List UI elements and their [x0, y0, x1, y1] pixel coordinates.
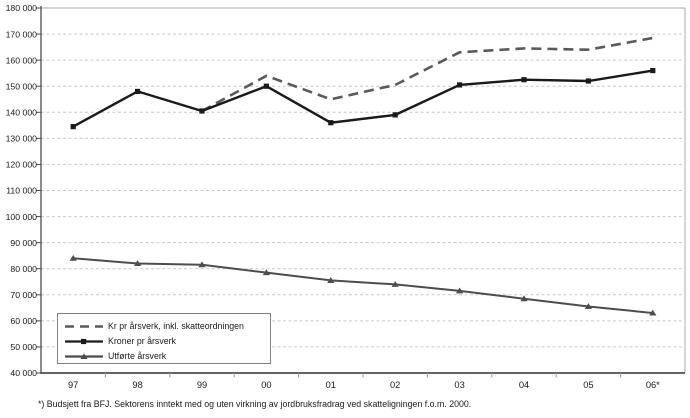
marker-square: [328, 120, 334, 126]
x-axis-label: 02: [390, 380, 400, 390]
legend-label: Utførte årsverk: [108, 351, 167, 361]
y-axis-label: 80 000: [10, 264, 37, 274]
marker-square: [521, 77, 527, 83]
marker-triangle: [391, 280, 399, 287]
marker-square: [70, 124, 76, 130]
x-axis-label: 99: [197, 380, 207, 390]
x-axis-label: 05: [583, 380, 593, 390]
series-line-1: [72, 69, 653, 128]
solid-line-square-icon: [65, 338, 103, 345]
legend-label: Kr pr årsverk, inkl. skatteordningen: [108, 321, 244, 331]
dashed-line-icon: [65, 325, 103, 328]
x-axis-label: 01: [326, 380, 336, 390]
y-axis-label: 130 000: [6, 134, 38, 144]
y-axis-label: 150 000: [6, 81, 38, 91]
marker-square: [650, 67, 656, 74]
legend-item-0: Kr pr årsverk, inkl. skatteordningen: [65, 319, 266, 334]
marker-square: [263, 83, 269, 89]
legend-label: Kroner pr årsverk: [108, 336, 176, 346]
marker-triangle: [584, 303, 592, 310]
y-axis-label: 170 000: [6, 29, 38, 39]
series-line-2: [73, 257, 653, 314]
y-axis-label: 60 000: [10, 316, 37, 326]
marker-square: [135, 88, 141, 95]
solid-line-triangle-icon: [65, 353, 103, 359]
x-axis-label: 97: [68, 380, 78, 390]
y-axis-label: 110 000: [6, 186, 37, 196]
y-axis-label: 180 000: [6, 3, 38, 13]
y-axis-label: 90 000: [10, 238, 37, 248]
y-axis-label: 160 000: [6, 55, 38, 65]
y-axis-label: 40 000: [10, 368, 37, 378]
marker-square: [457, 82, 463, 88]
x-axis-label: 98: [132, 380, 142, 390]
legend: Kr pr årsverk, inkl. skatteordningen Kron…: [57, 313, 271, 364]
y-axis-label: 100 000: [6, 212, 38, 222]
marker-square: [585, 78, 591, 84]
legend-item-1: Kroner pr årsverk: [65, 334, 266, 349]
x-axis-label: 03: [454, 380, 464, 390]
marker-square: [199, 108, 205, 114]
marker-triangle: [69, 254, 77, 261]
series-line-0: [201, 36, 654, 113]
x-axis-label: 04: [519, 380, 529, 390]
y-axis-label: 140 000: [6, 107, 38, 117]
marker-triangle: [198, 261, 206, 268]
marker-triangle: [649, 309, 657, 316]
y-axis-label: 50 000: [10, 342, 37, 352]
marker-triangle: [327, 277, 335, 283]
y-axis-label: 120 000: [6, 160, 38, 170]
marker-square: [392, 112, 398, 118]
marker-triangle: [456, 287, 464, 294]
marker-triangle: [520, 295, 528, 302]
y-axis-label: 70 000: [10, 290, 37, 300]
x-axis-label: 00: [261, 380, 271, 390]
footnote: *) Budsjett fra BFJ. Sektorens inntekt m…: [38, 399, 472, 409]
x-axis-label: 06*: [646, 380, 660, 390]
marker-triangle: [134, 260, 142, 266]
marker-triangle: [262, 269, 270, 276]
legend-item-2: Utførte årsverk: [65, 349, 266, 364]
